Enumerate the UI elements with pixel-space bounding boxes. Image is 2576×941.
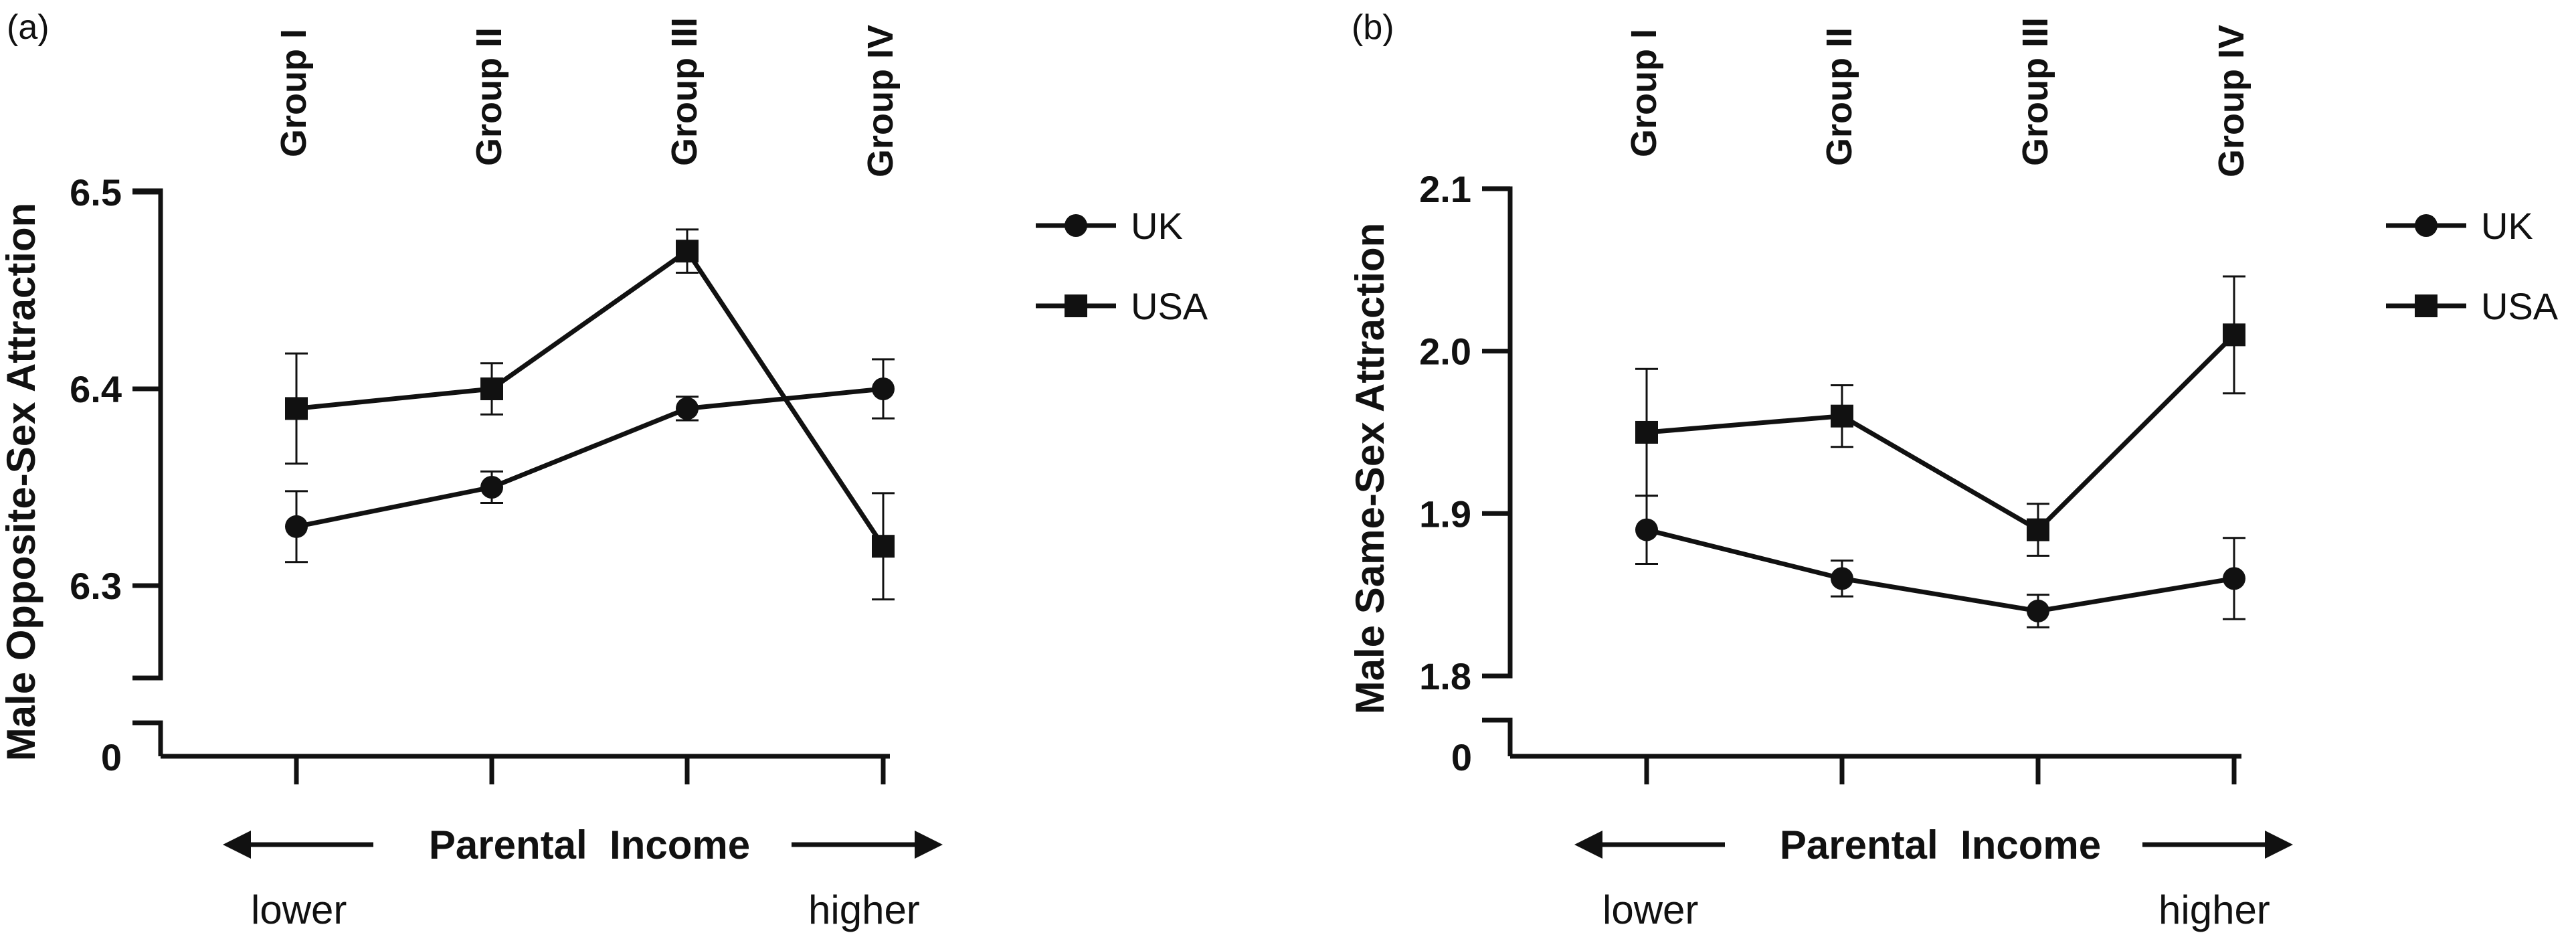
uk-data-point — [872, 377, 895, 400]
panel-a-label: (a) — [7, 8, 50, 47]
chart-panel-b: (b) Male Same-Sex Attraction Group I Gro… — [1348, 8, 2559, 932]
panel-a-x-tick-label: Group IV — [860, 25, 901, 177]
y-tick-label: 2.0 — [1419, 331, 1471, 373]
panel-a-y-axis-label: Male Opposite-Sex Attraction — [0, 203, 43, 762]
chart-panel-a: (a) Male Opposite-Sex Attraction Group I… — [0, 8, 1208, 932]
panel-b-label: (b) — [1352, 8, 1394, 47]
usa-data-point — [480, 377, 503, 400]
panel-b-x-tick-label: Group I — [1624, 29, 1664, 157]
panel-a-x-tick-label: Group II — [469, 27, 509, 166]
y-tick-label: 6.4 — [70, 368, 122, 410]
panel-b-legend: UK USA — [2386, 205, 2559, 327]
legend-uk-circle-marker — [1065, 214, 1087, 237]
usa-data-point — [2223, 323, 2245, 347]
panel-a-x-axis-caption: Parental Income — [429, 823, 750, 867]
panel-b-y-tick-label: 0 — [1451, 736, 1472, 778]
panel-a-x-tick-label: Group III — [664, 17, 705, 166]
legend-usa-square-marker — [2415, 294, 2437, 317]
panel-a-y-tick-label: 0 — [101, 736, 122, 778]
y-tick-label: 6.3 — [70, 565, 122, 607]
legend-uk-circle-marker — [2415, 214, 2437, 237]
usa-data-point — [1831, 404, 1853, 428]
panel-a-y-axis-lower — [132, 720, 163, 756]
uk-data-point — [480, 476, 503, 499]
panel-b-x-tick-label: Group III — [2015, 17, 2055, 166]
legend-usa-label: USA — [1131, 285, 1208, 327]
uk-data-point — [1635, 518, 1658, 541]
panel-b-y-axis-label: Male Same-Sex Attraction — [1348, 223, 1392, 715]
panel-b-lower-label: lower — [1602, 887, 1698, 932]
usa-data-point — [2027, 518, 2049, 541]
uk-data-point — [676, 397, 699, 420]
panel-b-y-axis-lower — [1482, 717, 1513, 756]
panel-b-x-tick-label: Group II — [1819, 27, 1859, 166]
y-tick-label: 6.5 — [70, 171, 122, 213]
legend-usa-square-marker — [1065, 294, 1087, 317]
panel-a-legend: UK USA — [1036, 205, 1208, 327]
y-tick-label: 1.9 — [1419, 493, 1471, 535]
panel-a-x-tick-label: Group I — [274, 29, 314, 157]
usa-data-point — [872, 535, 895, 558]
panel-b-higher-label: higher — [2158, 887, 2270, 932]
panel-b-x-axis-caption: Parental Income — [1780, 823, 2101, 867]
uk-data-point — [2223, 567, 2245, 590]
uk-series-line — [296, 386, 884, 529]
panel-a-higher-label: higher — [808, 887, 920, 932]
usa-data-point — [285, 397, 308, 420]
panel-b-x-tick-label: Group IV — [2211, 25, 2251, 177]
legend-uk-label: UK — [1131, 205, 1183, 247]
legend-usa-label: USA — [2481, 285, 2559, 327]
usa-data-point — [1635, 420, 1658, 444]
y-tick-label: 1.8 — [1419, 655, 1471, 697]
uk-series-line — [1646, 527, 2235, 614]
uk-data-point — [2027, 599, 2049, 622]
panel-a-lower-label: lower — [251, 887, 347, 932]
uk-data-point — [1831, 567, 1853, 590]
usa-series-line — [1646, 333, 2236, 533]
panel-b-y-axis-upper — [1482, 186, 1513, 679]
y-tick-label: 2.1 — [1419, 168, 1471, 210]
uk-data-point — [285, 515, 308, 538]
usa-series-line — [296, 248, 885, 548]
panel-a-y-axis-upper — [132, 188, 163, 681]
legend-uk-label: UK — [2481, 205, 2533, 247]
usa-data-point — [676, 240, 699, 263]
